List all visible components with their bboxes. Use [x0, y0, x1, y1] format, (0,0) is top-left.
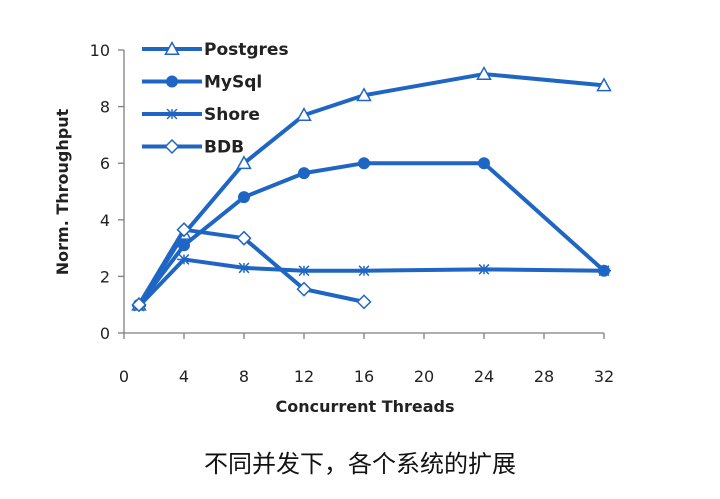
- x-tick-label: 12: [294, 367, 314, 386]
- data-point-postgres: [596, 77, 612, 92]
- legend-marker-postgres: [164, 40, 180, 55]
- series-shore: [132, 253, 611, 312]
- legend-label-postgres: Postgres: [204, 40, 289, 60]
- x-tick-label: 16: [354, 367, 374, 386]
- legend-item-shore: Shore: [142, 105, 260, 125]
- data-point-mysql: [238, 191, 250, 204]
- legend-marker-bdb: [164, 138, 180, 155]
- caption: 不同并发下，各个系统的扩展: [204, 450, 516, 478]
- x-tick-label: 20: [414, 367, 434, 386]
- x-tick-label: 28: [534, 367, 554, 386]
- y-tick-label: 8: [100, 98, 110, 117]
- data-point-bdb: [236, 230, 252, 246]
- y-axis-title: Norm. Throughput: [53, 108, 72, 275]
- data-point-bdb: [131, 297, 147, 313]
- series-layer: [131, 66, 612, 313]
- legend: Postgres MySql Shore BDB: [142, 40, 289, 158]
- data-point-postgres: [236, 155, 252, 170]
- series-postgres: [131, 66, 612, 311]
- legend-marker-shore: [165, 108, 179, 120]
- data-point-mysql: [478, 157, 490, 170]
- data-point-shore: [297, 265, 311, 277]
- legend-marker-mysql: [166, 75, 178, 88]
- data-point-bdb: [356, 294, 372, 310]
- series-bdb: [131, 222, 372, 313]
- x-tick-label: 8: [239, 367, 249, 386]
- data-point-postgres: [296, 107, 312, 122]
- x-tick-label: 24: [474, 367, 494, 386]
- data-point-bdb: [176, 222, 192, 238]
- data-point-mysql: [298, 167, 310, 180]
- data-point-mysql: [358, 157, 370, 170]
- legend-item-bdb: BDB: [142, 138, 244, 158]
- x-tick-label: 32: [594, 367, 614, 386]
- x-tick-label: 0: [119, 367, 129, 386]
- legend-item-mysql: MySql: [142, 73, 262, 93]
- legend-label-bdb: BDB: [204, 138, 244, 158]
- y-tick-label: 10: [90, 41, 110, 60]
- data-point-shore: [177, 253, 191, 265]
- y-tick-label: 4: [100, 211, 110, 230]
- data-point-mysql: [178, 239, 190, 252]
- data-point-shore: [477, 263, 491, 275]
- data-point-bdb: [296, 281, 312, 297]
- data-point-shore: [597, 265, 611, 277]
- x-axis-title: Concurrent Threads: [275, 397, 454, 416]
- data-point-shore: [237, 262, 251, 274]
- legend-label-mysql: MySql: [204, 73, 262, 93]
- data-point-postgres: [476, 66, 492, 81]
- y-tick-label: 2: [100, 267, 110, 286]
- data-point-shore: [357, 265, 371, 277]
- legend-item-postgres: Postgres: [142, 40, 289, 60]
- data-point-postgres: [356, 87, 372, 102]
- y-tick-label: 6: [100, 154, 110, 173]
- x-tick-label: 4: [179, 367, 189, 386]
- legend-label-shore: Shore: [204, 105, 260, 125]
- y-tick-label: 0: [100, 324, 110, 343]
- series-line-shore: [137, 257, 605, 308]
